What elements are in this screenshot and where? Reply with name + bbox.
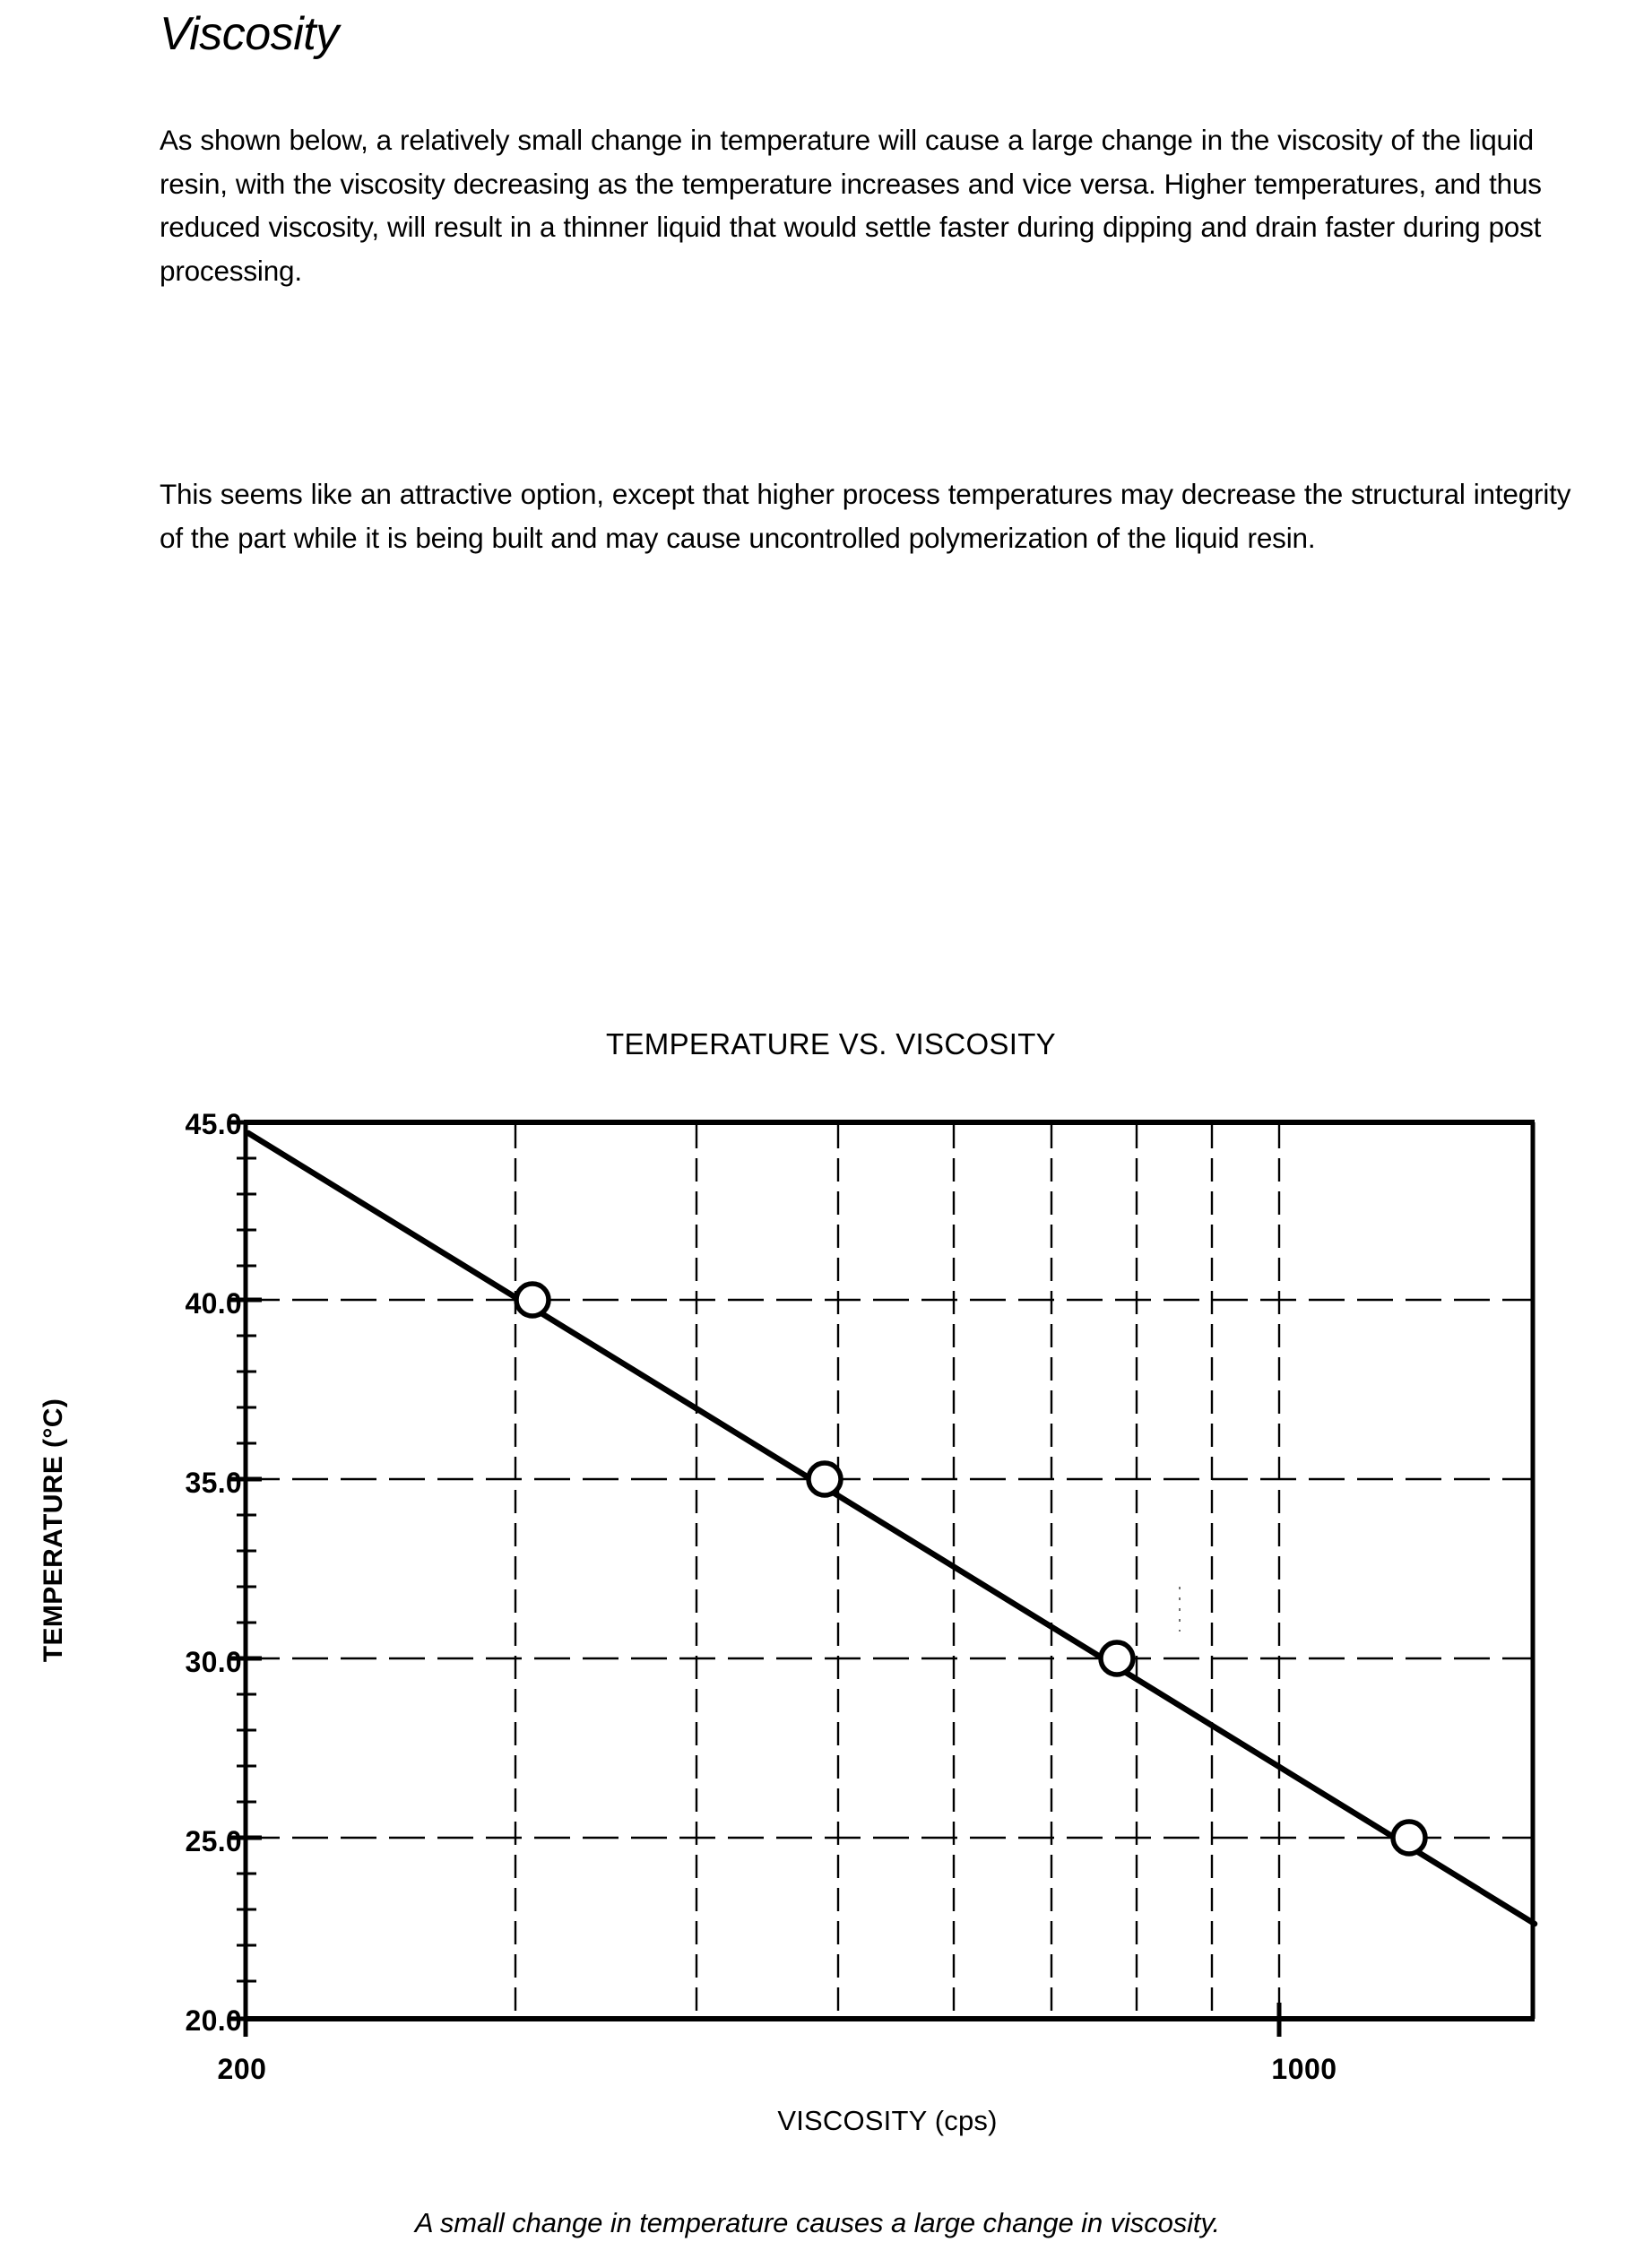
chart-axes-frame (243, 1120, 1536, 2021)
chart-x-axis-label: VISCOSITY (cps) (777, 2105, 998, 2136)
data-point-35 (806, 1460, 843, 1498)
paragraph-2: This seems like an attractive option, ex… (160, 478, 1571, 554)
chart-plot-area: 45.0 40.0 35.0 30.0 25.0 20.0 200 1000 (0, 1013, 1635, 2134)
chart-horizontal-gridlines (244, 1298, 1532, 1840)
chart-data-markers (514, 1281, 1428, 1857)
data-point-40 (514, 1281, 551, 1319)
y-tick-label-40: 40.0 (185, 1287, 242, 1320)
y-tick-label-35: 35.0 (185, 1467, 242, 1499)
x-tick-label-1000: 1000 (1271, 2053, 1337, 2085)
figure-temperature-vs-viscosity: TEMPERATURE VS. VISCOSITY TEMPERATURE (°… (0, 1013, 1635, 2268)
chart-title: TEMPERATURE VS. VISCOSITY (606, 1027, 1056, 1060)
chart-vertical-gridlines (514, 1125, 1281, 2019)
paragraph-1: As shown below, a relatively small chang… (160, 124, 1542, 287)
data-point-25 (1390, 1819, 1428, 1857)
y-tick-label-30: 30.0 (185, 1646, 242, 1678)
y-tick-label-25: 25.0 (185, 1825, 242, 1857)
chart-svg (229, 1120, 1538, 2037)
page-title: Viscosity (160, 8, 339, 60)
chart-trend-line (245, 1130, 1538, 1927)
chart-y-major-ticks (229, 1120, 262, 2021)
figure-caption: A small change in temperature causes a l… (414, 2207, 1221, 2238)
chart-x-ticks (243, 2003, 1282, 2037)
x-tick-label-200: 200 (217, 2053, 267, 2085)
data-point-30 (1098, 1640, 1136, 1677)
chart-y-minor-ticks (237, 1156, 256, 1983)
